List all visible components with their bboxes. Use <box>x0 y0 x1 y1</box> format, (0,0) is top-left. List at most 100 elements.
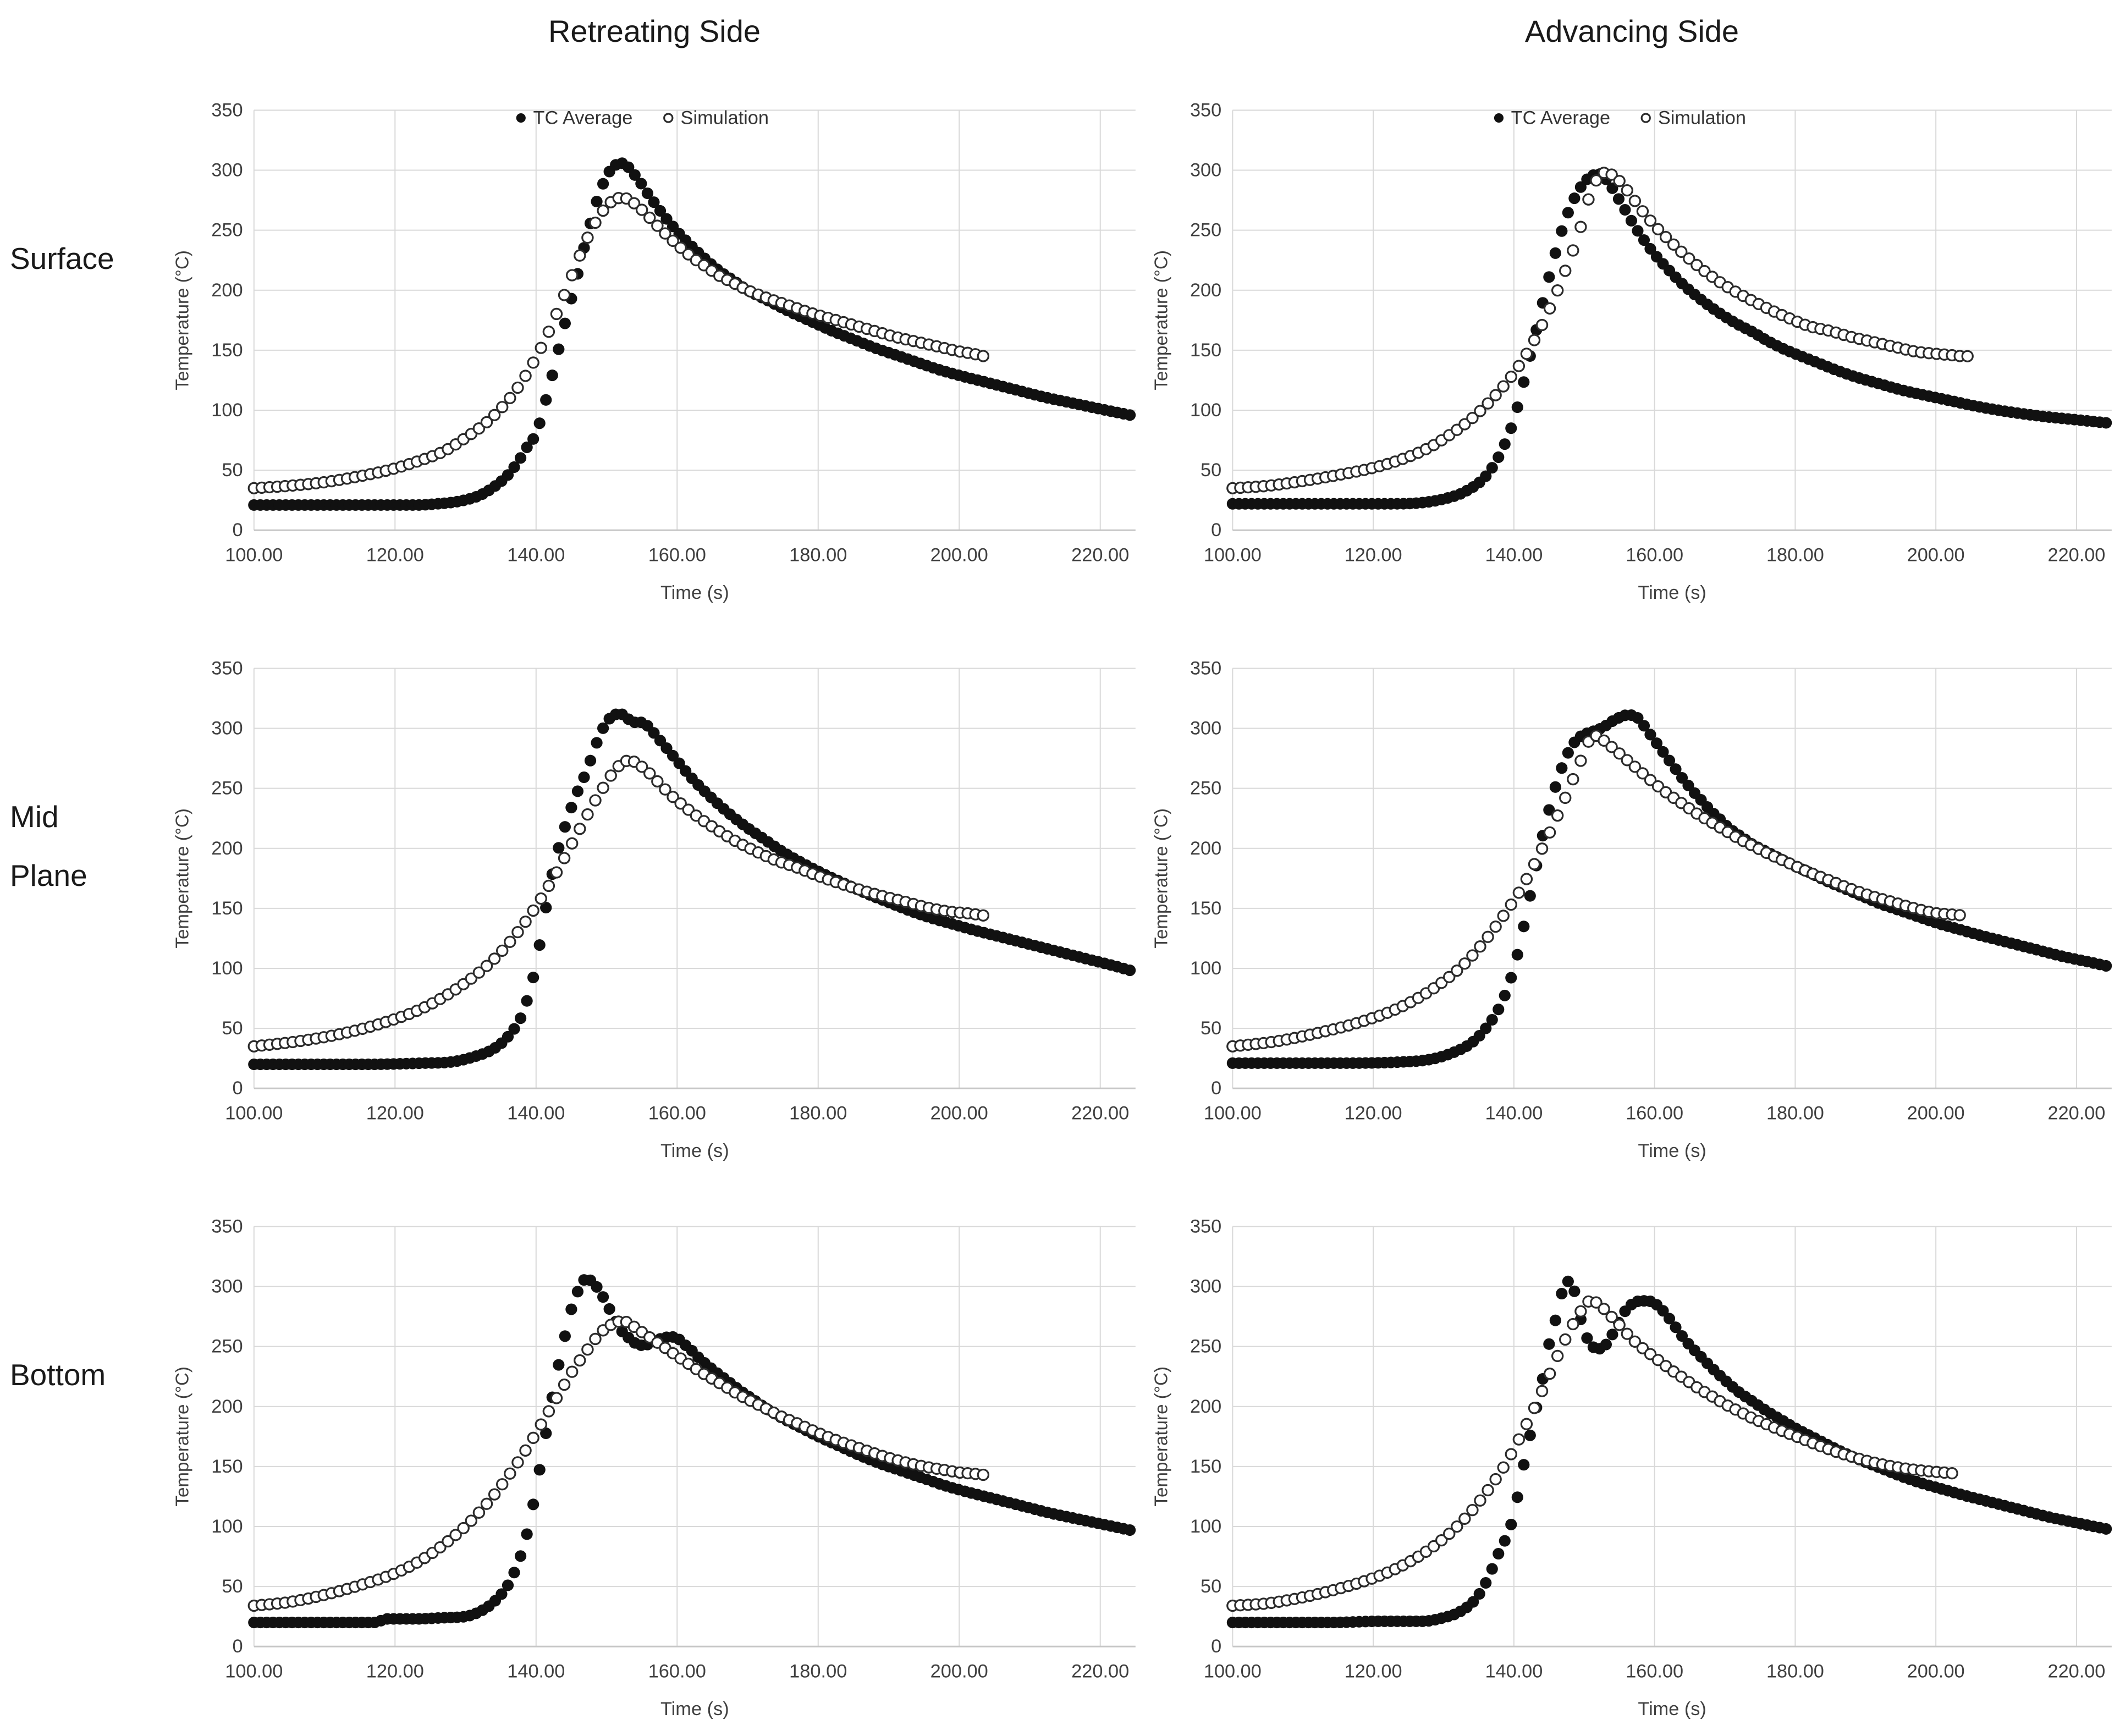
column-title-advancing: Advancing Side <box>1524 13 1739 48</box>
x-axis: 100.00 120.00 140.00 160.00 180.00 200.00 220.… <box>1204 545 2105 603</box>
svg-text:100: 100 <box>211 958 243 979</box>
svg-text:300: 300 <box>211 718 243 739</box>
grid-corner-spacer <box>0 0 165 62</box>
svg-text:200.00: 200.00 <box>1907 1103 1965 1124</box>
x-axis-title: Time (s) <box>1638 1140 1706 1161</box>
svg-text:350: 350 <box>1190 1216 1221 1237</box>
svg-text:0: 0 <box>232 1078 243 1099</box>
svg-text:200: 200 <box>1190 1396 1221 1417</box>
svg-text:180.00: 180.00 <box>789 545 847 566</box>
row-label-bottom: Bottom <box>0 1178 165 1736</box>
svg-text:350: 350 <box>1190 658 1221 679</box>
series-simulation <box>247 1315 990 1612</box>
svg-text:220.00: 220.00 <box>2048 1661 2106 1682</box>
svg-text:250: 250 <box>1190 1336 1221 1357</box>
x-axis-title: Time (s) <box>660 582 729 603</box>
svg-text:200: 200 <box>1190 280 1221 301</box>
svg-text:140.00: 140.00 <box>507 1661 565 1682</box>
svg-text:50: 50 <box>222 1576 243 1597</box>
svg-text:300: 300 <box>1190 1276 1221 1297</box>
svg-text:50: 50 <box>1201 1576 1221 1597</box>
svg-text:100.00: 100.00 <box>225 1103 283 1124</box>
svg-text:350: 350 <box>211 1216 243 1237</box>
svg-text:200.00: 200.00 <box>930 1661 988 1682</box>
svg-text:50: 50 <box>222 460 243 481</box>
svg-text:220.00: 220.00 <box>2048 545 2106 566</box>
svg-text:200.00: 200.00 <box>1907 1661 1965 1682</box>
series-tc-average <box>1226 1275 2112 1629</box>
x-axis: 100.00 120.00 140.00 160.00 180.00 200.00 220.… <box>225 1661 1129 1720</box>
chart-cell-bottom-advancing: 0 50 100 150 200 250 300 350 Temperature (°C) 100… <box>1144 1178 2120 1736</box>
svg-text:200.00: 200.00 <box>930 1103 988 1124</box>
chart-cell-midplane-advancing: 0 50 100 150 200 250 300 350 Temperature (°C) 100… <box>1144 620 2120 1178</box>
chart-midplane-advancing: 0 50 100 150 200 250 300 350 Temperature (°C) 100… <box>1151 658 2112 1161</box>
gridlines <box>1232 1226 2112 1647</box>
chart-cell-midplane-retreating: 0 50 100 150 200 250 300 350 Temperature (°C) 100… <box>165 620 1144 1178</box>
svg-text:140.00: 140.00 <box>1485 1661 1543 1682</box>
svg-text:200.00: 200.00 <box>1907 545 1965 566</box>
svg-text:350: 350 <box>1190 100 1221 121</box>
svg-text:160.00: 160.00 <box>1626 1661 1683 1682</box>
y-axis-title: Temperature (°C) <box>172 808 192 949</box>
svg-text:180.00: 180.00 <box>789 1103 847 1124</box>
svg-text:0: 0 <box>1211 520 1221 541</box>
svg-text:100: 100 <box>1190 1516 1221 1537</box>
row-label-surface-text: Surface <box>10 241 114 275</box>
svg-text:180.00: 180.00 <box>789 1661 847 1682</box>
x-axis-title: Time (s) <box>660 1699 729 1720</box>
svg-text:250: 250 <box>211 778 243 799</box>
svg-text:140.00: 140.00 <box>507 1103 565 1124</box>
svg-text:160.00: 160.00 <box>648 1661 706 1682</box>
legend: TC Average Simulation <box>1494 108 1746 129</box>
svg-text:100.00: 100.00 <box>1204 545 1262 566</box>
chart-surface-advancing: 0 50 100 150 200 250 300 350 Temperature (°C) 100… <box>1151 100 2112 603</box>
y-axis: 0 50 100 150 200 250 300 350 Temperature (°C) <box>1151 658 1221 1099</box>
svg-text:150: 150 <box>211 898 243 919</box>
chart-bottom-advancing: 0 50 100 150 200 250 300 350 Temperature (°C) 100… <box>1151 1216 2112 1720</box>
column-title-retreating: Retreating Side <box>548 13 761 48</box>
svg-text:50: 50 <box>222 1018 243 1039</box>
y-axis: 0 50 100 150 200 250 300 350 Temperature (°C) <box>172 100 243 541</box>
svg-text:300: 300 <box>211 160 243 181</box>
svg-text:140.00: 140.00 <box>1485 545 1543 566</box>
svg-text:150: 150 <box>1190 340 1221 361</box>
y-axis-title: Temperature (°C) <box>172 250 192 390</box>
x-axis: 100.00 120.00 140.00 160.00 180.00 200.00 220.… <box>1204 1103 2105 1161</box>
chart-cell-bottom-retreating: 0 50 100 150 200 250 300 350 Temperature (°C) 100… <box>165 1178 1144 1736</box>
svg-text:250: 250 <box>211 1336 243 1357</box>
svg-text:160.00: 160.00 <box>1626 545 1683 566</box>
series-tc-average <box>1226 709 2112 1069</box>
y-axis-title: Temperature (°C) <box>1151 250 1171 390</box>
svg-text:100.00: 100.00 <box>1204 1103 1262 1124</box>
row-label-bottom-text: Bottom <box>10 1357 106 1392</box>
svg-text:200: 200 <box>211 280 243 301</box>
y-axis: 0 50 100 150 200 250 300 350 Temperature (°C) <box>172 658 243 1099</box>
chart-bottom-retreating: 0 50 100 150 200 250 300 350 Temperature (°C) 100… <box>172 1216 1136 1720</box>
svg-text:350: 350 <box>211 658 243 679</box>
series-tc-average <box>1226 168 2112 510</box>
svg-text:100.00: 100.00 <box>225 1661 283 1682</box>
svg-text:120.00: 120.00 <box>1345 545 1402 566</box>
series-simulation <box>1226 1295 1958 1612</box>
gridlines <box>253 668 1136 1089</box>
svg-text:200: 200 <box>211 838 243 859</box>
svg-text:180.00: 180.00 <box>1766 1103 1824 1124</box>
legend-label-filled: TC Average <box>533 108 633 129</box>
x-axis: 100.00 120.00 140.00 160.00 180.00 200.00 220.… <box>225 545 1129 603</box>
x-axis-title: Time (s) <box>1638 1699 1706 1720</box>
svg-text:0: 0 <box>1211 1078 1221 1099</box>
svg-text:200: 200 <box>211 1396 243 1417</box>
series-simulation <box>1226 167 1974 494</box>
svg-text:100.00: 100.00 <box>225 545 283 566</box>
y-axis: 0 50 100 150 200 250 300 350 Temperature (°C) <box>1151 1216 1221 1657</box>
y-axis-title: Temperature (°C) <box>172 1366 192 1507</box>
svg-text:50: 50 <box>1201 460 1221 481</box>
gridlines <box>253 1226 1136 1647</box>
chart-surface-retreating: 0 50 100 150 200 250 300 350 Temperature (°C) 100… <box>172 100 1136 603</box>
svg-text:100: 100 <box>211 400 243 421</box>
svg-text:220.00: 220.00 <box>1071 1661 1129 1682</box>
svg-text:160.00: 160.00 <box>1626 1103 1683 1124</box>
svg-text:300: 300 <box>1190 160 1221 181</box>
legend-label-filled: TC Average <box>1511 108 1610 129</box>
svg-text:350: 350 <box>211 100 243 121</box>
